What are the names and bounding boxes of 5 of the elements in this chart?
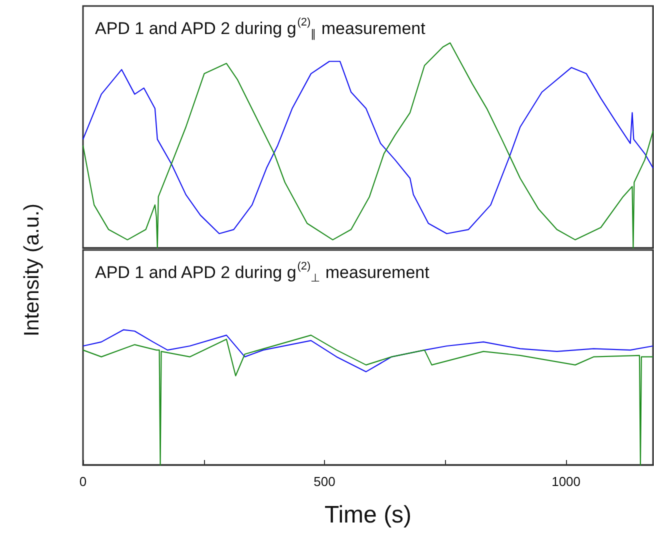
y-axis-title: Intensity (a.u.) bbox=[20, 203, 44, 337]
x-tick-label: 0 bbox=[79, 474, 87, 489]
x-tick-label: 1000 bbox=[552, 474, 581, 489]
x-tick-label: 500 bbox=[314, 474, 336, 489]
x-axis-title: Time (s) bbox=[324, 502, 412, 528]
